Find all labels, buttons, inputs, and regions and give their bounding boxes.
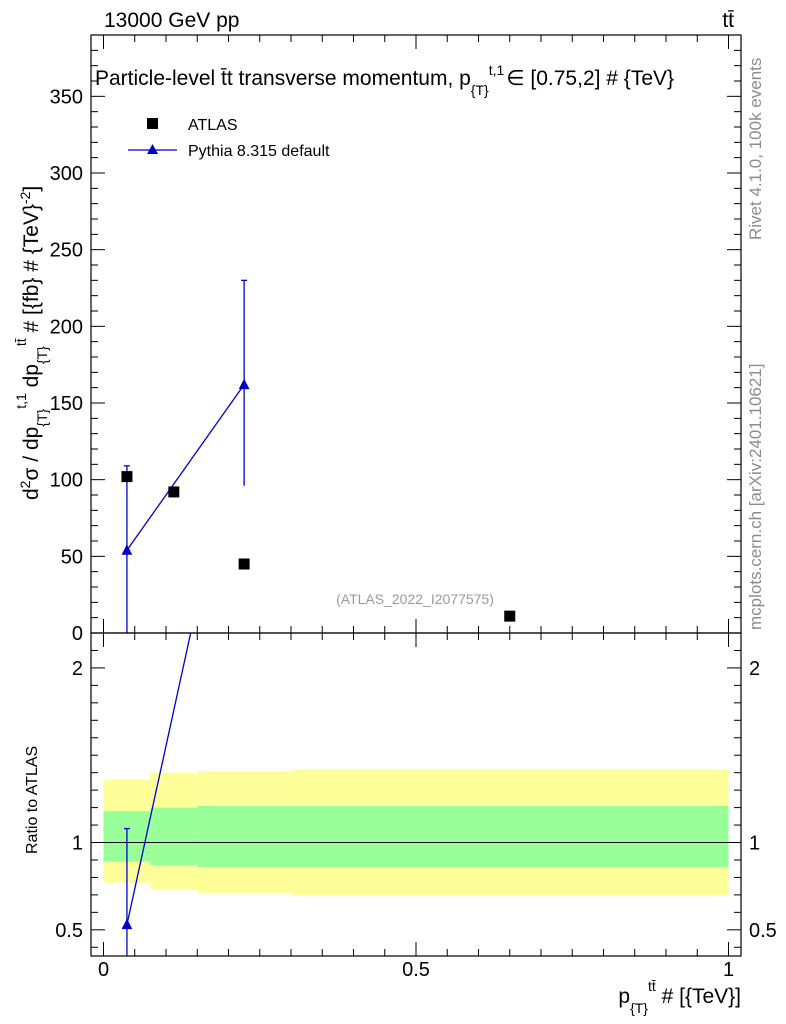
pythia-point — [121, 544, 133, 555]
title-main: Particle-level t̄t transverse momentum, … — [95, 67, 471, 90]
title-superscript: t,1 — [489, 62, 505, 78]
legend-atlas-label: ATLAS — [188, 117, 238, 134]
pythia-line — [126, 384, 245, 551]
legend-atlas-marker — [147, 118, 158, 129]
x-tick-label: 0 — [98, 959, 109, 981]
main-y-tick-label: 100 — [50, 470, 83, 492]
energy-label: 13000 GeV pp — [104, 9, 239, 32]
analysis-watermark: (ATLAS_2022_I2077575) — [336, 591, 494, 607]
x-axis-label: p{T}tt̄ # [{TeV}] — [618, 978, 741, 1016]
main-y-tick-label: 300 — [50, 163, 83, 185]
main-y-tick-label: 50 — [61, 546, 83, 568]
ratio-axes: 0.5 0.5 1 1 2 2 0 0.5 1 — [55, 633, 777, 981]
pythia-point — [238, 378, 250, 390]
ratio-marks-layer — [121, 633, 192, 956]
ratio-bands-layer — [91, 769, 741, 895]
ratio-y-tick-label-right: 0.5 — [749, 920, 777, 942]
ratio-frame — [90, 632, 742, 957]
rivet-label: Rivet 4.1.0, 100k events — [746, 58, 765, 240]
legend-pythia-label: Pythia 8.315 default — [188, 143, 330, 160]
atlas-point — [121, 471, 133, 483]
main-y-axis-label: d2σ / dp{T}t,1 dp{T}tt̄ # [{fb} # {TeV}-… — [13, 186, 50, 500]
ratio-pythia-line — [126, 633, 192, 925]
ratio-y-tick-label-right: 2 — [749, 658, 760, 680]
atlas-point — [168, 486, 180, 498]
ratio-y-tick-label: 1 — [72, 833, 83, 855]
atlas-point — [504, 610, 516, 622]
x-tick-label: 0.5 — [402, 959, 430, 981]
legend: ATLAS Pythia 8.315 default — [128, 117, 330, 160]
main-y-tick-label: 150 — [50, 393, 83, 415]
process-label: tt̄ — [722, 9, 734, 32]
ratio-uncertainty-band-inner — [150, 807, 198, 866]
ratio-panel: 0.5 0.5 1 1 2 2 0 0.5 1 Ratio to ATLAS — [24, 632, 777, 981]
main-y-tick-label: 200 — [50, 316, 83, 338]
main-y-tick-label: 0 — [72, 623, 83, 645]
main-y-tick-label: 350 — [50, 86, 83, 108]
ratio-uncertainty-band-inner — [291, 805, 729, 867]
ratio-uncertainty-band-inner — [197, 805, 291, 867]
ratio-y-tick-label: 0.5 — [55, 920, 83, 942]
main-marks-layer — [121, 279, 516, 633]
ratio-y-tick-label: 2 — [72, 658, 83, 680]
atlas-point — [238, 558, 250, 570]
main-axes: 0 50 100 150 200 250 300 350 — [50, 35, 741, 645]
legend-pythia-marker — [147, 144, 158, 154]
chart-title: Particle-level t̄t transverse momentum, … — [95, 62, 674, 98]
main-panel: (ATLAS_2022_I2077575) Particle-level t̄t… — [13, 34, 742, 645]
ratio-y-axis-label: Ratio to ATLAS — [24, 746, 41, 854]
ratio-pythia-point — [121, 918, 133, 930]
ratio-y-tick-label-right: 1 — [749, 833, 760, 855]
title-subscript: {T} — [471, 82, 489, 98]
mcplots-label: mcplots.cern.ch [arXiv:2401.10621] — [746, 364, 765, 630]
title-tail: ∈ [0.75,2] # {TeV} — [506, 67, 674, 90]
x-tick-label: 1 — [723, 959, 734, 981]
main-y-tick-label: 250 — [50, 240, 83, 262]
